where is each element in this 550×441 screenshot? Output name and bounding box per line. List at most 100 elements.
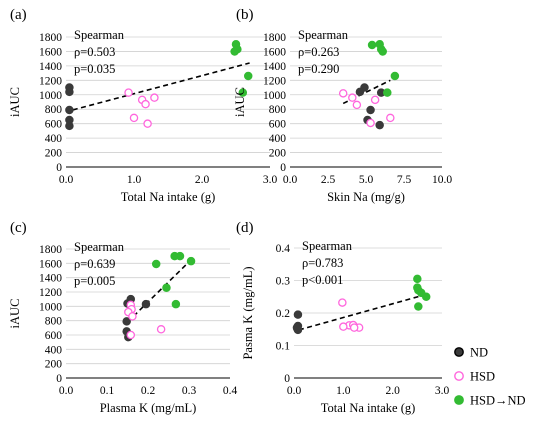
- stat-annotation: ρ=0.639: [74, 257, 115, 271]
- stat-annotation: p=0.035: [74, 62, 115, 76]
- data-point-hsd: [349, 323, 359, 332]
- data-point-nd: [375, 120, 384, 130]
- x-tick-label: 0.3: [182, 385, 197, 397]
- data-point-hsd: [124, 88, 133, 97]
- data-point-hsd: [352, 100, 362, 110]
- y-tick-label: 1200: [263, 75, 286, 87]
- y-tick-label: 800: [45, 104, 63, 116]
- x-tick-label: 0.0: [287, 385, 302, 397]
- x-tick-label: 0.4: [223, 385, 238, 397]
- legend-marker: [454, 395, 464, 405]
- y-tick-label: 200: [269, 148, 287, 160]
- y-axis-label: iAUC: [233, 87, 247, 117]
- y-tick-label: 400: [269, 133, 287, 145]
- y-tick-label: 0.1: [276, 341, 291, 353]
- trendline: [298, 293, 428, 331]
- y-tick-label: 400: [45, 133, 63, 145]
- x-axis-label: Plasma K (mg/mL): [100, 401, 197, 415]
- y-axis-label: iAUC: [8, 87, 22, 117]
- y-tick-label: 0: [56, 373, 62, 385]
- x-tick-label: 3.0: [263, 174, 278, 186]
- data-point-hsd-nd: [243, 71, 253, 81]
- y-tick-label: 1400: [39, 61, 62, 73]
- data-point-hsd: [141, 99, 150, 109]
- legend-marker: [454, 347, 464, 357]
- chart-panel-d: 0 0.1 0.2 0.3 0.4 0.0 1.0 2.0 3.0 (d) Total Na int…: [236, 220, 449, 415]
- panel-label: (a): [10, 7, 27, 23]
- stat-annotation: Spearman: [298, 28, 349, 42]
- x-tick-label: 0.0: [59, 174, 74, 186]
- data-point-hsd-nd: [390, 71, 400, 81]
- y-tick-label: 1000: [39, 90, 62, 102]
- data-point-nd: [65, 105, 74, 115]
- stat-annotation: p<0.001: [302, 273, 343, 287]
- y-tick-label: 1800: [39, 32, 62, 44]
- data-point-nd: [141, 299, 151, 309]
- data-point-hsd-nd: [383, 88, 392, 97]
- y-axis-label: Pasma K (mg/mL): [241, 266, 255, 359]
- stat-annotation: ρ=0.263: [298, 45, 339, 59]
- data-point-nd: [293, 325, 303, 335]
- x-tick-label: 5.0: [359, 174, 374, 186]
- y-tick-label: 1000: [263, 90, 286, 102]
- x-tick-label: 3.0: [435, 385, 450, 397]
- x-axis-label: Skin Na (mg/g): [327, 190, 405, 204]
- stat-annotation: Spearman: [74, 240, 125, 254]
- y-tick-label: 200: [45, 148, 63, 160]
- x-tick-label: 0.0: [59, 385, 74, 397]
- stat-annotation: Spearman: [74, 28, 125, 42]
- data-point-hsd-nd: [186, 256, 196, 266]
- x-tick-label: 0.2: [141, 385, 156, 397]
- chart-panel-a: 0 200 400 600 800 1000 1200 1400 1600 1800 0.0 1.0 2…: [8, 7, 277, 204]
- panel-label: (b): [236, 7, 254, 23]
- stat-annotation: ρ=0.783: [302, 256, 343, 270]
- y-tick-label: 0.2: [276, 308, 291, 320]
- y-axis-label: iAUC: [8, 299, 22, 329]
- y-tick-label: 1600: [263, 46, 286, 58]
- legend-label: HSD→ND: [470, 394, 526, 408]
- chart-panel-c: 0 200 400 600 800 1000 1200 1400 1600 1800 0.0 0.1 0…: [8, 220, 237, 415]
- data-point-hsd: [386, 113, 395, 123]
- data-point-hsd: [143, 119, 152, 128]
- panel-label: (c): [10, 220, 27, 236]
- data-point-hsd: [126, 330, 136, 340]
- y-tick-label: 1600: [39, 46, 62, 58]
- panel-label: (d): [236, 220, 254, 236]
- y-tick-label: 600: [269, 119, 287, 131]
- x-axis-label: Total Na intake (g): [321, 401, 416, 415]
- data-point-nd: [293, 310, 303, 319]
- y-tick-label: 0: [56, 162, 62, 174]
- x-tick-label: 0.1: [100, 385, 115, 397]
- x-axis-label: Total Na intake (g): [121, 190, 216, 204]
- y-tick-label: 200: [45, 359, 63, 371]
- x-tick-label: 10.0: [432, 174, 452, 186]
- y-tick-label: 1200: [39, 287, 62, 299]
- x-tick-label: 2.0: [385, 385, 400, 397]
- stat-annotation: p=0.005: [74, 274, 115, 288]
- data-point-hsd-nd: [230, 47, 239, 56]
- trendline: [126, 261, 190, 323]
- y-tick-label: 800: [45, 316, 63, 328]
- x-tick-label: 1.0: [127, 174, 142, 186]
- data-point-hsd-nd: [421, 292, 431, 301]
- stat-annotation: Spearman: [302, 239, 353, 253]
- data-point-hsd: [338, 89, 348, 98]
- chart-panel-b: 0 200 400 600 800 1000 1200 1400 1600 1800 0.0 2.5 5…: [233, 7, 452, 204]
- data-point-nd: [65, 121, 74, 131]
- data-point-hsd: [129, 113, 139, 123]
- y-tick-label: 0: [284, 373, 290, 385]
- y-tick-label: 1800: [263, 32, 286, 44]
- x-tick-label: 2.5: [321, 174, 336, 186]
- legend-label: HSD: [470, 370, 495, 384]
- data-point-hsd: [156, 325, 166, 334]
- data-point-hsd: [150, 93, 159, 102]
- data-point-nd: [366, 105, 375, 115]
- y-tick-label: 1400: [263, 61, 286, 73]
- data-point-hsd-nd: [175, 251, 185, 261]
- data-point-hsd-nd: [414, 302, 423, 311]
- legend: ND HSD HSD→ND: [454, 346, 526, 408]
- y-tick-label: 0: [280, 162, 286, 174]
- y-tick-label: 1200: [39, 75, 62, 87]
- trendline: [72, 62, 250, 111]
